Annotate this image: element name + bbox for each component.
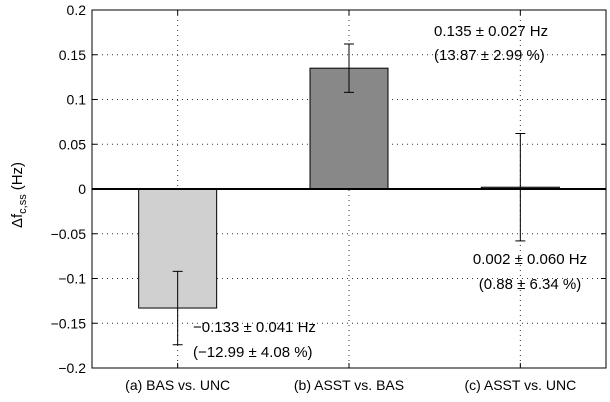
- annotation-line-1: 0.002 ± 0.060 Hz: [473, 251, 587, 268]
- x-tick-label: (b) ASST vs. BAS: [294, 377, 404, 393]
- x-tick-label: (c) ASST vs. UNC: [464, 377, 576, 393]
- y-tick-label: 0.05: [59, 136, 86, 152]
- x-ticks: (a) BAS vs. UNC (b) ASST vs. BAS (c) ASST …: [125, 10, 576, 393]
- error-bars: [172, 43, 526, 346]
- annotation-line-2: (13.87 ± 2.99 %): [434, 47, 545, 64]
- y-tick-label: 0.15: [59, 47, 86, 63]
- annotation-line-1: −0.133 ± 0.041 Hz: [193, 319, 316, 336]
- y-ticks: −0.2 −0.15 −0.1 −0.05 0 0.05 0.1 0.15 0.2: [51, 2, 606, 376]
- y-tick-label: −0.15: [51, 315, 87, 331]
- annotation-line-2: (0.88 ± 6.34 %): [479, 276, 581, 293]
- y-tick-label: 0: [78, 181, 86, 197]
- y-tick-label: −0.2: [58, 360, 86, 376]
- x-tick-label: (a) BAS vs. UNC: [125, 377, 230, 393]
- bars: [138, 67, 560, 309]
- annotations: −0.133 ± 0.041 Hz (−12.99 ± 4.08 %) 0.135 …: [193, 23, 587, 361]
- y-tick-label: 0.2: [67, 2, 87, 18]
- annotation-line-2: (−12.99 ± 4.08 %): [193, 344, 313, 361]
- y-tick-label: −0.05: [51, 226, 87, 242]
- y-tick-label: 0.1: [67, 92, 87, 108]
- y-tick-label: −0.1: [58, 271, 86, 287]
- annotation-line-1: 0.135 ± 0.027 Hz: [434, 23, 548, 40]
- y-axis-label: Δfc,ss(Hz): [9, 162, 29, 228]
